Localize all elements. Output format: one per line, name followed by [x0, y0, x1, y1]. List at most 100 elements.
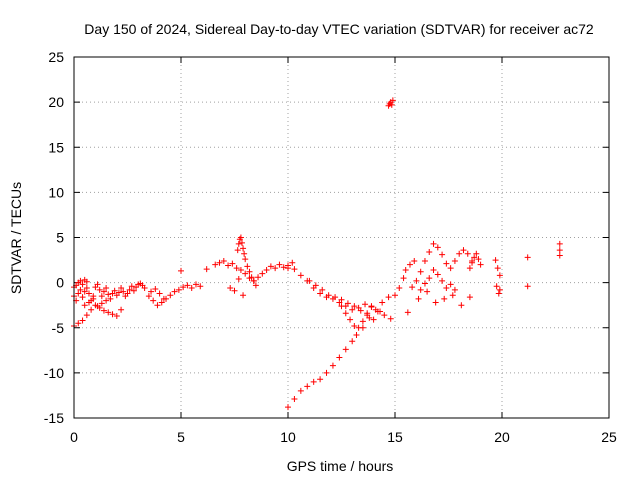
data-point: [475, 256, 482, 263]
data-point: [252, 282, 259, 289]
data-point: [353, 331, 360, 338]
data-point: [75, 320, 82, 327]
data-point: [359, 318, 366, 325]
data-point: [244, 263, 251, 270]
data-point: [362, 301, 369, 308]
data-point: [306, 277, 313, 284]
data-point: [441, 295, 448, 302]
data-point: [240, 292, 247, 299]
data-point: [237, 234, 244, 241]
data-point: [285, 265, 291, 272]
data-point: [178, 267, 184, 274]
data-point: [387, 315, 394, 322]
data-point: [421, 257, 428, 264]
data-point: [246, 268, 253, 275]
data-point: [357, 307, 364, 314]
plot-frame: [73, 56, 610, 419]
data-point: [242, 270, 249, 277]
data-point: [432, 299, 439, 306]
data-point: [460, 247, 467, 254]
data-point: [349, 338, 356, 345]
data-point: [115, 289, 122, 296]
data-point: [88, 306, 95, 313]
data-point: [317, 376, 324, 383]
data-point: [231, 287, 238, 294]
data-point: [381, 312, 388, 319]
data-point: [312, 282, 319, 289]
data-point: [496, 286, 503, 293]
data-point: [336, 354, 343, 361]
data-point: [434, 271, 441, 278]
x-tick-label: 10: [280, 429, 296, 445]
data-point: [111, 287, 118, 294]
data-point: [233, 265, 240, 272]
data-point: [103, 297, 110, 304]
data-point: [319, 286, 326, 293]
data-point: [85, 290, 92, 297]
data-point: [248, 274, 255, 281]
grid-lines: [74, 57, 609, 418]
data-point: [105, 309, 112, 316]
data-point: [212, 261, 219, 268]
data-point: [417, 268, 424, 275]
data-point: [493, 283, 500, 290]
data-point: [154, 302, 161, 309]
data-point: [240, 245, 247, 252]
data-point: [477, 261, 484, 268]
data-point: [351, 303, 358, 310]
data-point: [449, 292, 456, 299]
data-point: [434, 244, 441, 251]
data-point: [338, 303, 345, 310]
data-point: [242, 256, 249, 263]
data-point: [342, 310, 349, 317]
data-point: [285, 404, 291, 411]
data-point: [145, 293, 152, 300]
data-point: [94, 303, 101, 310]
data-point: [235, 240, 242, 247]
data-point: [272, 265, 279, 272]
data-point: [96, 286, 103, 293]
data-point: [105, 291, 112, 298]
data-point: [94, 281, 101, 288]
data-point: [152, 285, 159, 292]
data-point: [451, 257, 458, 264]
data-point: [413, 277, 420, 284]
y-tick-label: 20: [48, 94, 64, 110]
y-tick-label: -5: [52, 320, 65, 336]
data-point: [556, 240, 563, 247]
data-point: [325, 292, 332, 299]
data-point: [370, 316, 377, 323]
data-point: [75, 290, 82, 297]
data-point: [220, 257, 227, 264]
data-point: [447, 281, 454, 288]
data-point: [227, 285, 234, 292]
data-point: [180, 284, 187, 291]
data-point: [400, 275, 407, 282]
data-point: [342, 346, 349, 353]
data-point: [90, 295, 97, 302]
data-point: [404, 309, 411, 316]
data-point: [347, 316, 354, 323]
data-point: [464, 250, 471, 257]
data-point: [349, 306, 356, 313]
data-point: [81, 302, 88, 309]
y-tick-label: 5: [56, 230, 64, 246]
data-point: [289, 259, 296, 266]
y-tick-label: 15: [48, 139, 64, 155]
data-point: [225, 262, 232, 269]
data-point: [83, 278, 90, 285]
data-point: [368, 303, 375, 310]
data-point: [77, 286, 84, 293]
y-tick-label: -10: [44, 365, 64, 381]
data-point: [495, 290, 502, 297]
data-point: [197, 283, 204, 290]
data-point: [417, 286, 424, 293]
data-point: [456, 250, 463, 257]
data-point: [160, 295, 167, 302]
data-point: [124, 290, 131, 297]
data-point: [372, 306, 379, 313]
data-point: [473, 250, 480, 257]
data-point: [141, 285, 148, 292]
data-point: [291, 396, 298, 403]
data-point: [237, 266, 244, 273]
